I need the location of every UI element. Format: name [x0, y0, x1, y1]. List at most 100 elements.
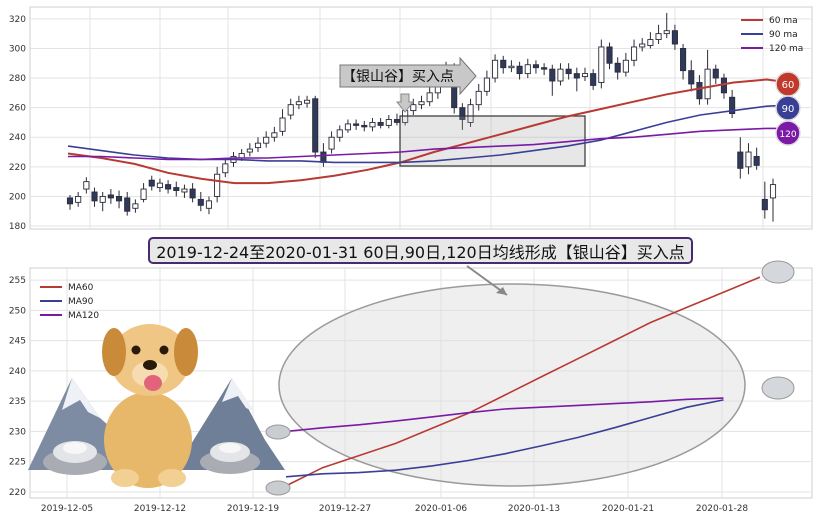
candle-body	[671, 30, 678, 45]
candle-body	[769, 184, 777, 199]
candle-body	[287, 104, 294, 116]
legend-label-ma60: 60 ma	[769, 16, 798, 26]
candle-body	[418, 101, 425, 106]
badge-60-label: 60	[782, 80, 795, 91]
bottom-ma60-line	[285, 276, 761, 487]
candle-body	[254, 142, 262, 149]
candle-body	[91, 191, 98, 202]
candle-body	[459, 107, 466, 120]
candle-body	[630, 46, 638, 61]
top-y-tick: 200	[9, 192, 26, 202]
candle-body	[214, 173, 221, 197]
candle-body	[532, 64, 539, 69]
candle-body	[344, 123, 351, 131]
candle-body	[312, 98, 319, 153]
candle-body	[704, 68, 711, 100]
line-end-ingots	[761, 260, 795, 400]
candle-body	[132, 203, 139, 209]
candle-body	[426, 92, 433, 103]
bottom-x-ticks: 2019-12-05 2019-12-12 2019-12-19 2019-12-27…	[41, 504, 749, 514]
bottom-x-tick: 2020-01-06	[415, 504, 468, 514]
bottom-legend-label-ma60: MA60	[68, 283, 94, 293]
top-y-tick: 280	[9, 74, 26, 84]
candle-body	[639, 43, 646, 48]
buy-point-box	[399, 115, 586, 167]
bottom-x-tick: 2020-01-21	[602, 504, 654, 514]
candle-body	[712, 68, 719, 79]
candle-body	[222, 163, 229, 174]
candle-body	[140, 188, 147, 200]
bottom-y-ticks: 220 225 230 235 240 245 250 255	[9, 276, 26, 498]
candle-body	[557, 68, 564, 82]
annotation-label: 【银山谷】买入点	[342, 69, 454, 85]
highlight-ellipse	[278, 283, 746, 487]
bottom-x-tick: 2019-12-19	[227, 504, 280, 514]
bottom-y-tick: 225	[9, 458, 26, 468]
candle-body	[205, 200, 213, 209]
candle-body	[737, 151, 744, 169]
top-y-tick: 220	[9, 163, 26, 173]
bottom-y-tick: 220	[9, 488, 26, 498]
candle-body	[107, 194, 114, 199]
silver-ingot-middle	[200, 442, 260, 474]
candle-body	[304, 99, 311, 104]
bottom-y-tick: 230	[9, 427, 26, 437]
top-y-tick: 320	[9, 15, 26, 25]
candle-body	[189, 188, 196, 199]
candle-body	[524, 64, 531, 75]
top-legend: 60 ma 90 ma 120 ma	[741, 16, 803, 54]
candle-body	[541, 67, 548, 70]
candle-body	[761, 198, 768, 211]
candle-body	[328, 136, 335, 150]
badge-120	[775, 120, 801, 146]
bottom-legend-label-ma90: MA90	[68, 297, 94, 307]
bottom-y-tick: 245	[9, 337, 26, 347]
candle-body	[336, 129, 343, 138]
candle-body	[246, 148, 253, 153]
candle-body	[549, 68, 556, 82]
candle-body	[148, 179, 155, 187]
candle-body	[590, 73, 597, 86]
candle-body	[271, 132, 278, 138]
bottom-x-tick: 2019-12-27	[319, 504, 371, 514]
candle-body	[361, 124, 368, 128]
candle-body	[622, 59, 629, 73]
candle-body	[500, 59, 507, 69]
candle-body	[279, 117, 286, 132]
candle-body	[565, 68, 572, 75]
candle-body	[483, 77, 490, 92]
candle-body	[663, 30, 670, 35]
candle-body	[516, 65, 523, 75]
candle-body	[745, 151, 752, 168]
badge-90-label: 90	[782, 104, 795, 115]
candle-body	[410, 104, 417, 112]
candle-body	[647, 39, 654, 46]
candle-body	[581, 73, 589, 78]
candle-body	[655, 33, 662, 41]
top-ma120-line	[68, 127, 800, 161]
candle-body	[197, 198, 204, 206]
bottom-y-tick: 255	[9, 276, 26, 286]
candle-body	[377, 121, 384, 126]
candle-body	[124, 197, 131, 212]
candle-body	[475, 90, 482, 106]
top-y-tick: 300	[9, 44, 26, 54]
candle-body	[492, 59, 499, 79]
candle-body	[353, 123, 360, 126]
candle-body	[83, 181, 90, 190]
bottom-x-tick: 2020-01-13	[508, 504, 560, 514]
bottom-y-tick: 250	[9, 306, 26, 316]
bottom-ma90-line	[285, 399, 724, 478]
candle-body	[99, 195, 106, 203]
badge-120-label: 120	[779, 130, 796, 140]
candle-body	[115, 195, 123, 202]
candle-body	[688, 70, 695, 85]
candle-body	[696, 82, 703, 100]
bottom-x-tick: 2019-12-05	[41, 504, 93, 514]
candle-body	[173, 187, 180, 191]
top-y-tick: 180	[9, 222, 26, 232]
candle-body	[614, 62, 621, 73]
top-y-ticks: 180 200 220 240 260 280 300 320	[9, 15, 26, 232]
candle-body	[606, 46, 613, 64]
